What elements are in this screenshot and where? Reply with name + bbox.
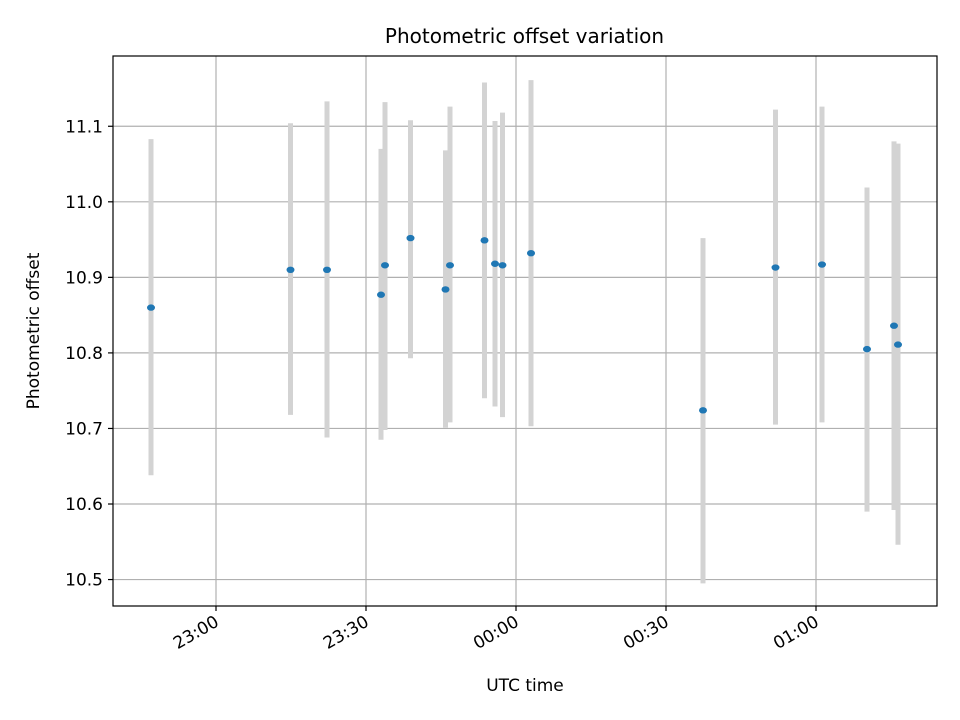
data-points [147, 234, 902, 414]
y-tick-label: 10.8 [65, 344, 103, 364]
y-tick-label: 10.7 [65, 419, 103, 439]
data-point [527, 249, 535, 257]
y-tick-label: 10.9 [65, 268, 103, 288]
data-point [441, 286, 450, 293]
plot-frame [112, 55, 938, 607]
data-point [480, 237, 489, 244]
y-axis: 10.5 10.6 10.7 10.8 10.9 11.0 11.1 [65, 117, 113, 591]
data-point [771, 264, 780, 271]
y-tick-label: 11.0 [65, 193, 103, 213]
chart-title: Photometric offset variation [385, 24, 664, 48]
y-tick-label: 10.5 [65, 571, 103, 591]
data-point [323, 266, 331, 274]
data-point [377, 291, 385, 298]
data-point [894, 341, 902, 348]
data-point [286, 266, 295, 274]
data-point [890, 322, 898, 329]
data-point [381, 262, 389, 269]
y-axis-label: Photometric offset [24, 252, 44, 409]
y-tick-label: 11.1 [65, 117, 103, 137]
data-point [491, 260, 499, 267]
data-point [446, 262, 454, 269]
grid [113, 56, 937, 606]
data-point [147, 304, 155, 311]
data-point [699, 407, 707, 414]
data-point [863, 345, 871, 353]
x-axis-label: UTC time [486, 676, 564, 696]
data-point [406, 234, 415, 242]
y-tick-label: 10.6 [65, 495, 103, 515]
data-point [818, 261, 826, 268]
data-point [498, 262, 507, 269]
